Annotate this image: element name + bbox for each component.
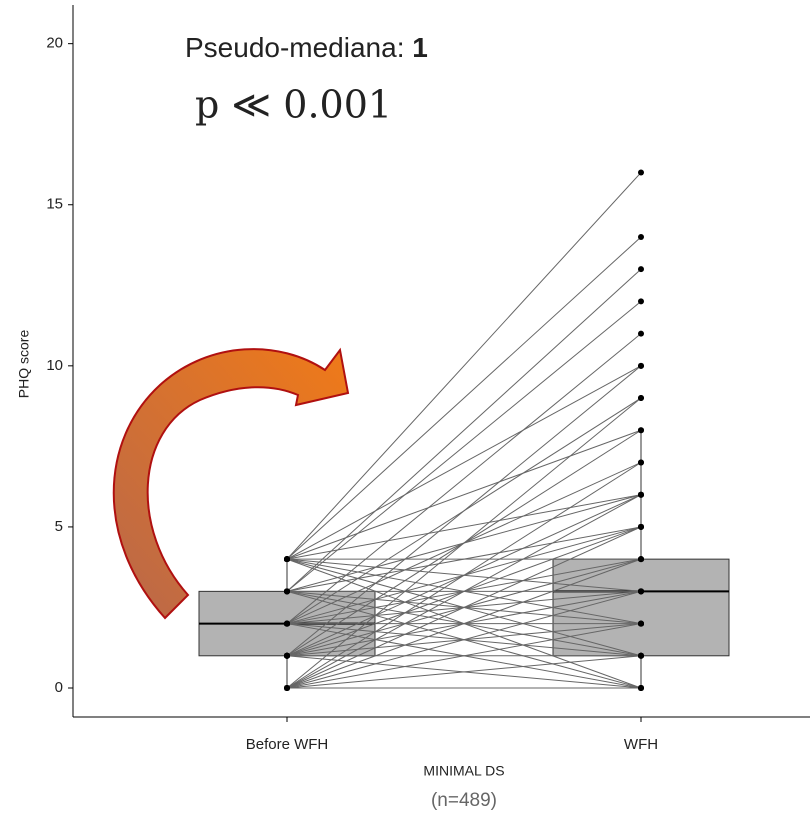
point [638,427,644,434]
pair-line [286,365,642,560]
pair-line [286,494,642,560]
sample-size: (n=489) [431,790,497,811]
y-tick-label: 0 [55,679,63,696]
pair-line [286,590,642,689]
x-tick-label: WFH [624,736,658,753]
y-axis-title: PHQ score [16,330,32,399]
y-tick-label: 20 [46,35,63,52]
point [284,652,290,659]
annotation: Pseudo-mediana: 1 [185,32,428,63]
pair-line [286,558,642,625]
pair-line [286,397,642,624]
point [638,588,644,595]
point [638,685,644,692]
point [638,298,644,305]
point [638,395,644,402]
x-tick-label: Before WFH [246,736,329,753]
pair-line [286,623,642,689]
point [638,169,644,176]
p-value: p ≪ 0.001 [195,83,392,127]
box [552,558,730,657]
x-axis-title: MINIMAL DS [423,763,504,779]
point [284,556,290,563]
pair-line [286,558,642,689]
point [638,620,644,627]
point [638,330,644,337]
point [284,588,290,595]
y-tick-label: 15 [46,196,63,213]
point [638,266,644,273]
point [638,556,644,563]
annotation-label: Pseudo-mediana: [185,32,412,63]
point [638,459,644,466]
point [284,620,290,627]
point [638,652,644,659]
pair-line [286,172,642,560]
point [284,685,290,692]
plot: 0 5 10 15 20 Before WFH WFH [46,5,810,753]
pair-line [286,236,642,560]
point [638,233,644,240]
annotation-value: 1 [412,32,428,63]
pair-line [286,429,642,560]
point [638,523,644,530]
pair-line [286,301,642,592]
point [638,362,644,369]
point [638,491,644,498]
y-tick-label: 5 [55,518,63,535]
pair-line [286,558,642,657]
pair-line [286,558,642,592]
y-tick-label: 10 [46,357,63,374]
arrow [112,347,350,620]
pair-line [286,655,642,689]
